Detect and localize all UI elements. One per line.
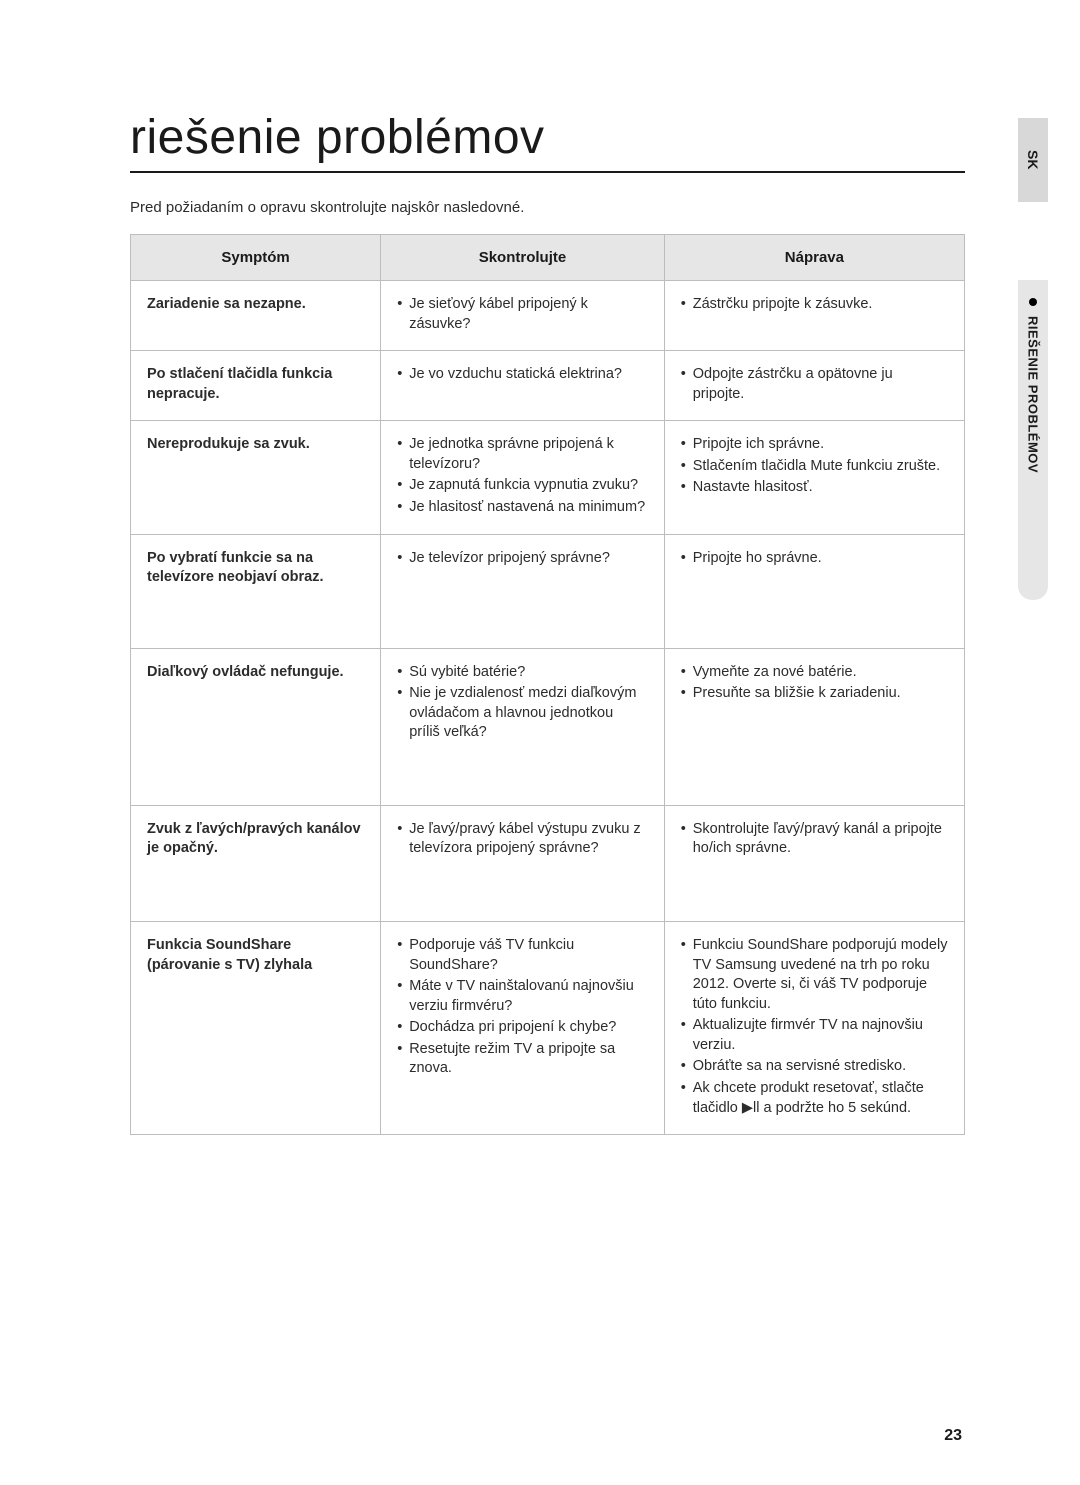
symptom-cell: Funkcia SoundShare (párovanie s TV) zlyh… [131,922,381,1135]
fix-cell: Odpojte zástrčku a opätovne ju pripojte. [664,351,964,421]
check-cell: Je vo vzduchu statická elektrina? [381,351,665,421]
table-header-row: Symptóm Skontrolujte Náprava [131,235,965,281]
symptom-cell: Nereprodukuje sa zvuk. [131,421,381,534]
intro-text: Pred požiadaním o opravu skontrolujte na… [130,199,965,216]
list-item: Funkciu SoundShare podporujú modely TV S… [681,936,948,1014]
check-cell: Podporuje váš TV funkciu SoundShare?Máte… [381,922,665,1135]
list-item: Je hlasitosť nastavená na minimum? [397,498,648,518]
table-row: Nereprodukuje sa zvuk. Je jednotka správn… [131,421,965,534]
fix-cell: Vymeňte za nové batérie.Presuňte sa bliž… [664,648,964,805]
list-item: Stlačením tlačidla Mute funkciu zrušte. [681,457,948,477]
table-row: Po stlačení tlačidla funkcia nepracuje. J… [131,351,965,421]
list-item: Je zapnutá funkcia vypnutia zvuku? [397,476,648,496]
symptom-cell: Zvuk z ľavých/pravých kanálov je opačný. [131,805,381,921]
fix-cell: Pripojte ho správne. [664,534,964,648]
table-row: Zariadenie sa nezapne. Je sieťový kábel p… [131,281,965,351]
list-item: Aktualizujte firmvér TV na najnovšiu ver… [681,1016,948,1055]
list-item: Sú vybité batérie? [397,663,648,683]
list-item: Pripojte ich správne. [681,435,948,455]
list-item: Nie je vzdialenosť medzi diaľkovým ovlád… [397,684,648,743]
table-row: Po vybratí funkcie sa na televízore neob… [131,534,965,648]
fix-cell: Pripojte ich správne.Stlačením tlačidla … [664,421,964,534]
check-cell: Je jednotka správne pripojená k televízo… [381,421,665,534]
list-item: Je televízor pripojený správne? [397,549,648,569]
list-item: Dochádza pri pripojení k chybe? [397,1018,648,1038]
col-check: Skontrolujte [381,235,665,281]
list-item: Je ľavý/pravý kábel výstupu zvuku z tele… [397,820,648,859]
list-item: Vymeňte za nové batérie. [681,663,948,683]
list-item: Máte v TV nainštalovanú najnovšiu verziu… [397,977,648,1016]
list-item: Podporuje váš TV funkciu SoundShare? [397,936,648,975]
symptom-cell: Po vybratí funkcie sa na televízore neob… [131,534,381,648]
play-pause-icon: ▶ll [742,1100,760,1116]
col-fix: Náprava [664,235,964,281]
list-item: Obráťte sa na servisné stredisko. [681,1057,948,1077]
list-item: Zástrčku pripojte k zásuvke. [681,295,948,315]
table-row: Diaľkový ovládač nefunguje.Sú vybité bat… [131,648,965,805]
table-row: Zvuk z ľavých/pravých kanálov je opačný.… [131,805,965,921]
list-item: Je sieťový kábel pripojený k zásuvke? [397,295,648,334]
table-row: Funkcia SoundShare (párovanie s TV) zlyh… [131,922,965,1135]
list-item: Ak chcete produkt resetovať, stlačte tla… [681,1079,948,1118]
list-item: Skontrolujte ľavý/pravý kanál a pripojte… [681,820,948,859]
list-item: Resetujte režim TV a pripojte sa znova. [397,1040,648,1079]
list-item: Je vo vzduchu statická elektrina? [397,365,648,385]
check-cell: Je ľavý/pravý kábel výstupu zvuku z tele… [381,805,665,921]
check-cell: Je sieťový kábel pripojený k zásuvke? [381,281,665,351]
troubleshooting-table: Symptóm Skontrolujte Náprava Zariadenie … [130,234,965,1135]
symptom-cell: Diaľkový ovládač nefunguje. [131,648,381,805]
symptom-cell: Zariadenie sa nezapne. [131,281,381,351]
page-content: riešenie problémov Pred požiadaním o opr… [0,0,1080,1195]
list-item: Je jednotka správne pripojená k televízo… [397,435,648,474]
page-number: 23 [944,1427,962,1445]
symptom-cell: Po stlačení tlačidla funkcia nepracuje. [131,351,381,421]
list-item: Presuňte sa bližšie k zariadeniu. [681,684,948,704]
check-cell: Je televízor pripojený správne? [381,534,665,648]
fix-cell: Zástrčku pripojte k zásuvke. [664,281,964,351]
fix-cell: Funkciu SoundShare podporujú modely TV S… [664,922,964,1135]
check-cell: Sú vybité batérie?Nie je vzdialenosť med… [381,648,665,805]
fix-cell: Skontrolujte ľavý/pravý kanál a pripojte… [664,805,964,921]
col-symptom: Symptóm [131,235,381,281]
list-item: Nastavte hlasitosť. [681,478,948,498]
list-item: Odpojte zástrčku a opätovne ju pripojte. [681,365,948,404]
page-title: riešenie problémov [130,110,965,173]
list-item: Pripojte ho správne. [681,549,948,569]
